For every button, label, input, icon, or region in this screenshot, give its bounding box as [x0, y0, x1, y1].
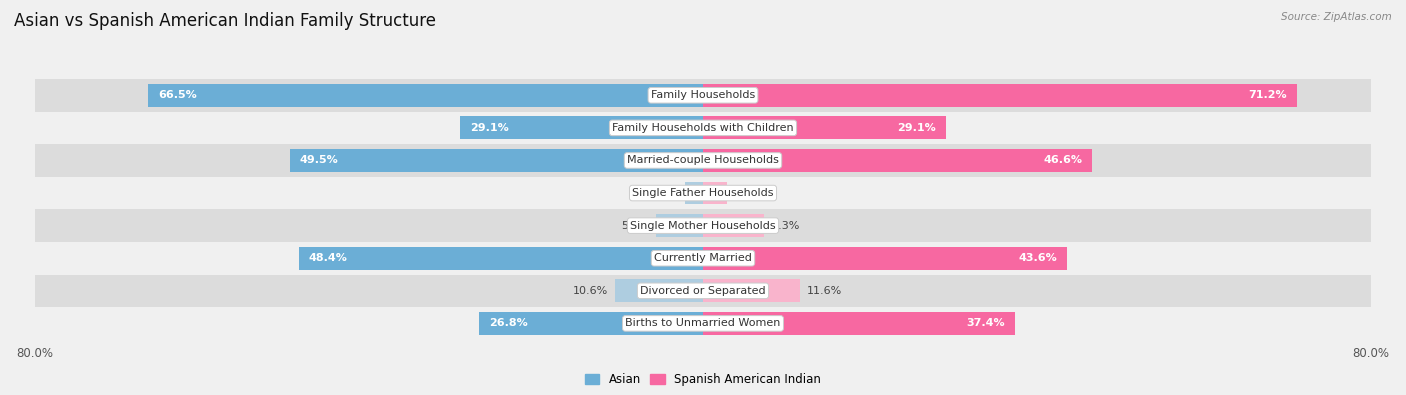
- Text: 5.6%: 5.6%: [621, 221, 650, 231]
- Bar: [35, 242, 1371, 275]
- Text: 66.5%: 66.5%: [157, 90, 197, 100]
- Text: 2.9%: 2.9%: [734, 188, 762, 198]
- Text: Births to Unmarried Women: Births to Unmarried Women: [626, 318, 780, 328]
- Bar: [686, 182, 703, 205]
- Text: 10.6%: 10.6%: [572, 286, 607, 296]
- Bar: [479, 312, 703, 335]
- Text: Married-couple Households: Married-couple Households: [627, 156, 779, 166]
- Text: 29.1%: 29.1%: [897, 123, 936, 133]
- Text: 49.5%: 49.5%: [299, 156, 339, 166]
- Bar: [35, 111, 1371, 144]
- Text: 71.2%: 71.2%: [1249, 90, 1288, 100]
- Text: 43.6%: 43.6%: [1018, 253, 1057, 263]
- Bar: [703, 117, 946, 139]
- Bar: [614, 279, 703, 302]
- Text: 2.1%: 2.1%: [651, 188, 679, 198]
- Text: Family Households: Family Households: [651, 90, 755, 100]
- Legend: Asian, Spanish American Indian: Asian, Spanish American Indian: [581, 369, 825, 391]
- Text: Asian vs Spanish American Indian Family Structure: Asian vs Spanish American Indian Family …: [14, 12, 436, 30]
- Bar: [703, 84, 1298, 107]
- Text: 29.1%: 29.1%: [470, 123, 509, 133]
- Bar: [35, 275, 1371, 307]
- Text: Family Households with Children: Family Households with Children: [612, 123, 794, 133]
- Bar: [35, 307, 1371, 340]
- Text: Divorced or Separated: Divorced or Separated: [640, 286, 766, 296]
- Bar: [35, 79, 1371, 111]
- Bar: [703, 149, 1092, 172]
- Bar: [148, 84, 703, 107]
- Bar: [703, 182, 727, 205]
- Bar: [35, 209, 1371, 242]
- Text: 26.8%: 26.8%: [489, 318, 529, 328]
- Text: Source: ZipAtlas.com: Source: ZipAtlas.com: [1281, 12, 1392, 22]
- Text: 37.4%: 37.4%: [966, 318, 1005, 328]
- Bar: [460, 117, 703, 139]
- Bar: [703, 247, 1067, 270]
- Text: 11.6%: 11.6%: [807, 286, 842, 296]
- Bar: [703, 214, 763, 237]
- Text: Single Father Households: Single Father Households: [633, 188, 773, 198]
- Bar: [299, 247, 703, 270]
- Bar: [703, 279, 800, 302]
- Bar: [657, 214, 703, 237]
- Bar: [35, 144, 1371, 177]
- Text: 48.4%: 48.4%: [309, 253, 347, 263]
- Text: 46.6%: 46.6%: [1043, 156, 1083, 166]
- Bar: [290, 149, 703, 172]
- Text: Single Mother Households: Single Mother Households: [630, 221, 776, 231]
- Text: Currently Married: Currently Married: [654, 253, 752, 263]
- Bar: [703, 312, 1015, 335]
- Bar: [35, 177, 1371, 209]
- Text: 7.3%: 7.3%: [770, 221, 799, 231]
